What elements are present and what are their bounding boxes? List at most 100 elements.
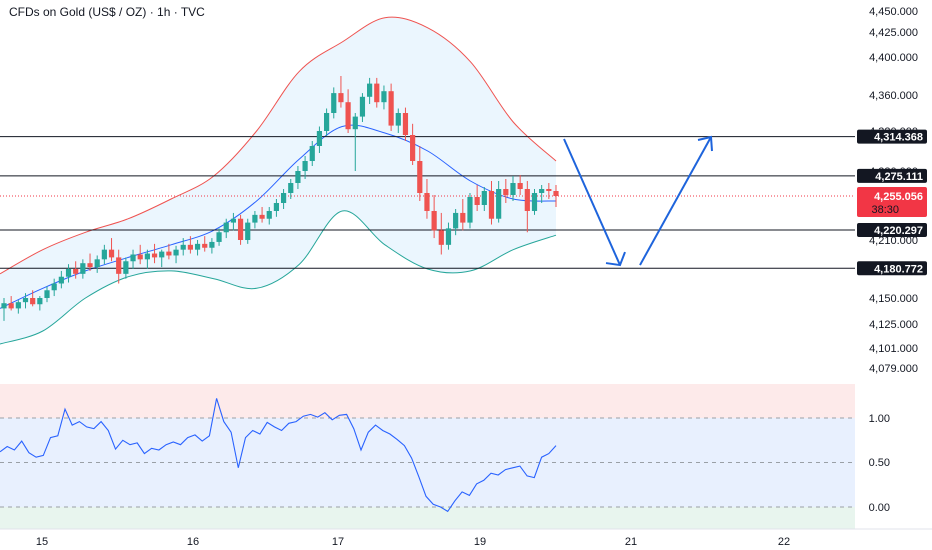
candle-body-11 — [80, 263, 86, 274]
oscillator — [0, 398, 557, 513]
candle-body-25 — [180, 244, 186, 250]
time-tick-label-0: 15 — [36, 536, 48, 548]
overbought-zone — [0, 384, 855, 418]
level-badge-label-2: 4,220.297 — [874, 225, 923, 237]
candle-body-17 — [123, 261, 129, 274]
candle-body-75 — [539, 189, 545, 193]
lower-band — [0, 210, 557, 345]
candle-body-46 — [331, 93, 337, 113]
price-tick-label-10: 4,101.000 — [869, 343, 918, 355]
candle-body-4 — [30, 298, 36, 305]
price-tick-label-3: 4,360.000 — [869, 90, 918, 102]
candle-body-59 — [424, 193, 430, 211]
price-tick-label-9: 4,125.000 — [869, 319, 918, 331]
candle-body-47 — [338, 93, 344, 103]
candle-body-62 — [445, 228, 452, 245]
arrow-down-head — [605, 251, 626, 267]
price-tick-label-1: 4,425.000 — [869, 27, 918, 39]
candle-body-53 — [381, 91, 387, 103]
horizontal-levels — [0, 136, 855, 269]
candle-body-7 — [51, 283, 57, 291]
level-badge-3 — [857, 261, 927, 276]
arrow-up-shaft — [639, 136, 712, 266]
candle-body-40 — [288, 183, 294, 193]
oscillator-tick-label-1: 0.50 — [869, 457, 890, 469]
candle-body-9 — [65, 269, 72, 277]
candle-body-36 — [259, 214, 265, 219]
chart-title: CFDs on Gold (US$ / OZ) · 1h · TVC — [9, 5, 205, 19]
price-tick-label-7: 4,210.000 — [869, 235, 918, 247]
candle-body-74 — [531, 193, 538, 211]
candle-body-26 — [187, 244, 193, 250]
price-tick-label-8: 4,150.000 — [869, 293, 918, 305]
oscillator-line — [0, 398, 557, 513]
time-axis: 15 16 17 19 21 22 — [0, 528, 932, 548]
candle-body-35 — [252, 214, 258, 223]
candle-body-12 — [87, 263, 93, 268]
level-badge-0 — [857, 129, 927, 144]
time-tick-label-1: 16 — [187, 536, 199, 548]
candle-body-21 — [151, 253, 158, 258]
candle-body-65 — [467, 197, 473, 223]
candle-body-66 — [474, 197, 480, 205]
candle-body-13 — [94, 259, 100, 268]
countdown-label: 38:30 — [871, 204, 899, 216]
candle-body-6 — [44, 290, 50, 298]
candle-body-8 — [58, 276, 64, 284]
candle-body-30 — [216, 232, 222, 242]
oscillator-tick-label-2: 0.00 — [869, 502, 890, 514]
price-tick-label-2: 4,400.000 — [869, 52, 918, 64]
candle-body-43 — [309, 146, 315, 161]
candle-body-58 — [417, 161, 423, 193]
candle-body-50 — [359, 96, 366, 117]
candle-body-10 — [73, 269, 79, 274]
bollinger-bands — [0, 16, 557, 345]
arrow-up-head — [697, 135, 713, 152]
candle-body-68 — [488, 191, 495, 219]
candles — [1, 76, 559, 321]
time-tick-label-5: 22 — [778, 536, 790, 548]
candle-body-22 — [159, 251, 165, 258]
candle-body-71 — [510, 183, 516, 195]
candle-body-29 — [209, 241, 215, 248]
time-tick-label-3: 19 — [474, 536, 486, 548]
candle-body-49 — [352, 116, 358, 130]
candle-body-16 — [116, 257, 122, 274]
candle-body-63 — [453, 212, 459, 229]
candle-body-0 — [1, 303, 7, 309]
time-tick-label-2: 17 — [332, 536, 344, 548]
candle-body-72 — [517, 183, 523, 189]
candle-body-27 — [194, 243, 201, 250]
candle-body-34 — [245, 222, 251, 240]
candle-body-56 — [402, 113, 409, 135]
candle-body-5 — [37, 298, 43, 305]
candle-body-61 — [438, 230, 444, 245]
candle-body-3 — [22, 298, 29, 303]
candle-body-60 — [431, 211, 437, 231]
candle-body-70 — [503, 189, 509, 195]
basis-line — [0, 124, 557, 309]
candle-body-76 — [546, 189, 552, 191]
candle-body-64 — [460, 212, 466, 223]
candle-body-52 — [374, 83, 380, 103]
candle-body-24 — [173, 249, 179, 256]
oversold-zone — [0, 507, 855, 529]
level-badge-label-3: 4,180.772 — [874, 263, 923, 275]
candle-body-54 — [388, 91, 394, 126]
candle-body-38 — [273, 203, 280, 211]
candle-body-55 — [395, 113, 401, 126]
candle-body-69 — [496, 189, 502, 219]
candle-body-42 — [302, 161, 308, 171]
price-tick-label-0: 4,450.000 — [869, 6, 918, 18]
projection-arrows — [563, 135, 713, 267]
candle-body-67 — [481, 191, 487, 205]
price-axis: 4,450.0004,425.0004,400.0004,360.0004,32… — [857, 6, 927, 514]
price-tick-label-11: 4,079.000 — [869, 363, 918, 375]
candle-body-45 — [323, 113, 330, 131]
time-tick-label-4: 21 — [625, 536, 637, 548]
candle-body-19 — [137, 254, 143, 260]
candle-body-37 — [266, 211, 272, 219]
candle-body-31 — [223, 222, 229, 233]
current-price-label: 4,255.056 — [874, 191, 923, 203]
